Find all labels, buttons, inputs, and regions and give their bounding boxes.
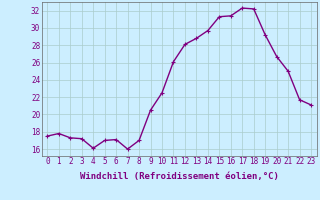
X-axis label: Windchill (Refroidissement éolien,°C): Windchill (Refroidissement éolien,°C)	[80, 172, 279, 181]
